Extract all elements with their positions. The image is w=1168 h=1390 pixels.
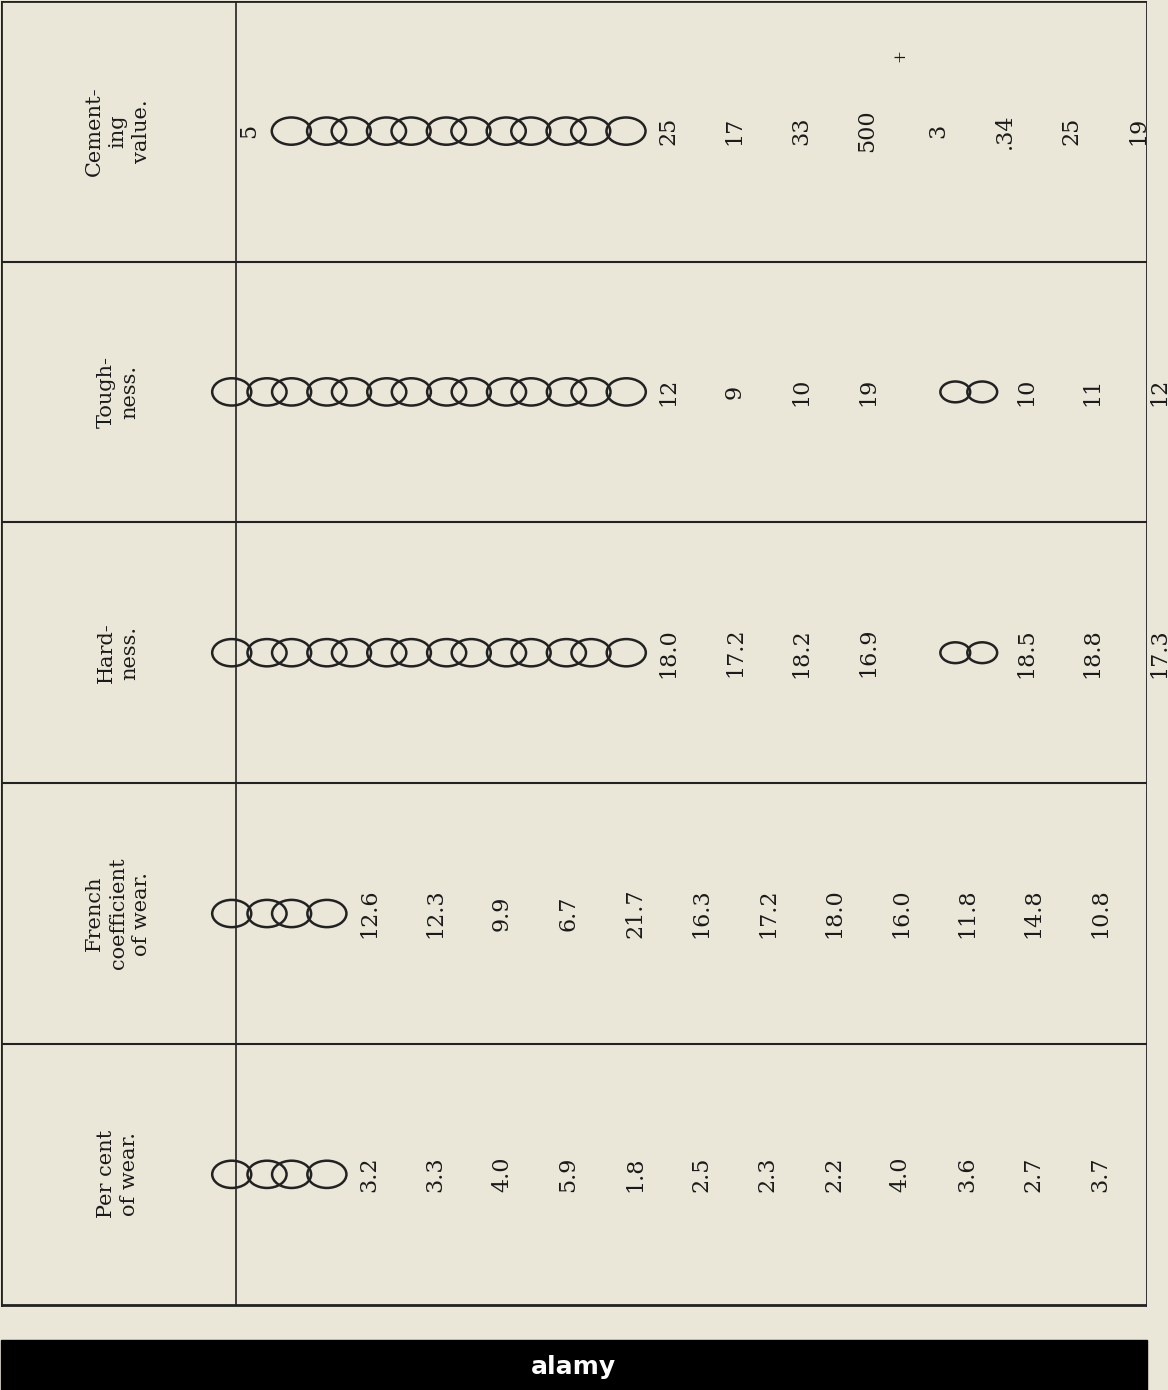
Text: 500: 500: [856, 110, 878, 153]
Text: 9.9: 9.9: [491, 895, 513, 931]
Text: 19: 19: [857, 378, 878, 406]
Text: 33: 33: [791, 117, 812, 146]
Text: 10.8: 10.8: [1090, 888, 1111, 938]
Text: 18.0: 18.0: [823, 888, 846, 938]
Text: 16.3: 16.3: [690, 888, 712, 938]
Text: 3: 3: [927, 124, 950, 138]
Text: 25: 25: [658, 117, 680, 145]
Text: 12.3: 12.3: [425, 888, 446, 938]
Text: Hard-
ness.: Hard- ness.: [97, 623, 139, 682]
Text: 10: 10: [791, 378, 813, 406]
Text: 21.7: 21.7: [624, 888, 646, 938]
Text: 3.2: 3.2: [359, 1156, 380, 1193]
Text: 2.7: 2.7: [1023, 1156, 1045, 1193]
Text: 11: 11: [1082, 378, 1104, 406]
Text: 6.7: 6.7: [557, 895, 579, 931]
Text: 18.0: 18.0: [658, 628, 680, 677]
Text: 12: 12: [1148, 378, 1168, 406]
Text: 5.9: 5.9: [557, 1156, 579, 1193]
Text: 3.7: 3.7: [1090, 1156, 1111, 1193]
Text: 5: 5: [238, 124, 260, 138]
Text: 18.5: 18.5: [1015, 628, 1037, 677]
Text: 16.0: 16.0: [890, 888, 912, 938]
Text: 12: 12: [658, 378, 680, 406]
Text: 4.0: 4.0: [491, 1156, 513, 1193]
Text: 17.2: 17.2: [724, 628, 746, 677]
Bar: [1, 1340, 1147, 1390]
Text: Cement-
ing
value.: Cement- ing value.: [85, 86, 151, 177]
Text: 2.3: 2.3: [757, 1156, 779, 1193]
Text: French
coefficient
of wear.: French coefficient of wear.: [85, 858, 151, 969]
Text: 17: 17: [724, 117, 745, 145]
Text: 2.5: 2.5: [690, 1156, 712, 1193]
Text: 9: 9: [724, 385, 746, 399]
Text: 17.3: 17.3: [1148, 628, 1168, 677]
Text: 10: 10: [1015, 378, 1037, 406]
Text: 14.8: 14.8: [1023, 888, 1045, 938]
Text: 3.6: 3.6: [957, 1156, 979, 1193]
Text: 18.2: 18.2: [791, 628, 813, 677]
Text: 17.2: 17.2: [757, 888, 779, 938]
Text: 3.3: 3.3: [425, 1156, 446, 1193]
Text: +: +: [891, 49, 909, 63]
Text: Per cent
of wear.: Per cent of wear.: [97, 1130, 139, 1219]
Text: Tough-
ness.: Tough- ness.: [97, 356, 139, 428]
Text: 12.6: 12.6: [359, 888, 380, 938]
Text: 1.8: 1.8: [624, 1156, 646, 1193]
Text: 18.8: 18.8: [1082, 628, 1104, 677]
Text: .34: .34: [994, 114, 1016, 149]
Text: alamy: alamy: [531, 1355, 617, 1379]
Text: 19: 19: [1127, 117, 1149, 145]
Text: 2.2: 2.2: [823, 1156, 846, 1193]
Text: 16.9: 16.9: [857, 628, 878, 677]
Text: 25: 25: [1061, 117, 1083, 145]
Text: 11.8: 11.8: [957, 888, 979, 938]
Text: 4.0: 4.0: [890, 1156, 912, 1193]
